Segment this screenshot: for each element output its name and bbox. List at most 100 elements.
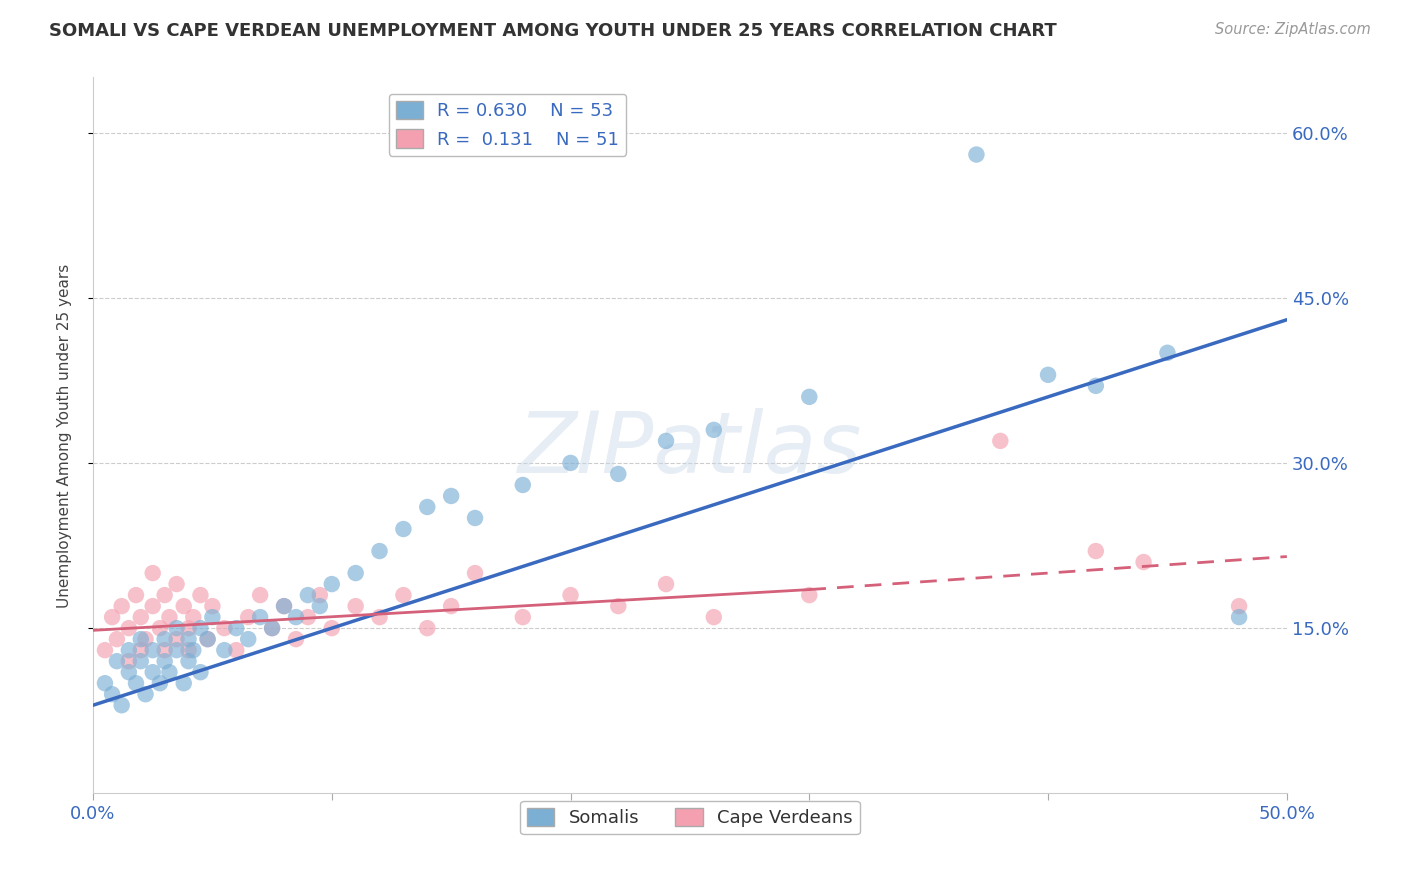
Point (273, 599, 295, 613)
Point (703, 423, 725, 437)
Point (177, 654, 200, 668)
Point (1227, 599, 1250, 613)
Point (1132, 555, 1154, 569)
Point (560, 456, 582, 470)
Point (560, 588, 582, 602)
Point (181, 643, 204, 657)
Point (166, 632, 188, 647)
Point (799, 390, 821, 404)
Point (94, 676, 117, 690)
Point (118, 621, 141, 635)
Point (105, 632, 128, 647)
Point (655, 434, 678, 448)
Point (125, 676, 148, 690)
Point (321, 577, 343, 591)
Point (157, 610, 180, 624)
Point (201, 610, 224, 624)
Point (166, 577, 188, 591)
Point (308, 599, 330, 613)
Text: Source: ZipAtlas.com: Source: ZipAtlas.com (1215, 22, 1371, 37)
Point (344, 566, 367, 580)
Point (149, 676, 172, 690)
Point (308, 588, 330, 602)
Point (297, 610, 319, 624)
Y-axis label: Unemployment Among Youth under 25 years: Unemployment Among Youth under 25 years (58, 263, 72, 607)
Point (1084, 379, 1107, 393)
Point (118, 643, 141, 657)
Point (392, 522, 415, 536)
Point (703, 610, 725, 624)
Point (173, 676, 195, 690)
Point (166, 621, 188, 635)
Point (125, 588, 148, 602)
Point (344, 599, 367, 613)
Point (655, 577, 678, 591)
Point (238, 632, 260, 647)
Point (177, 621, 200, 635)
Point (440, 599, 463, 613)
Point (129, 632, 152, 647)
Point (262, 621, 284, 635)
Point (135, 632, 157, 647)
Point (512, 478, 534, 492)
Point (177, 643, 200, 657)
Point (142, 566, 165, 580)
Point (190, 588, 212, 602)
Point (181, 610, 204, 624)
Point (153, 654, 176, 668)
Point (105, 654, 128, 668)
Point (214, 621, 236, 635)
Point (111, 698, 134, 713)
Point (129, 643, 152, 657)
Point (464, 511, 486, 525)
Point (607, 599, 630, 613)
Point (153, 643, 176, 657)
Point (416, 621, 439, 635)
Point (94, 643, 117, 657)
Point (129, 654, 152, 668)
Point (249, 588, 271, 602)
Point (368, 544, 391, 558)
Point (238, 610, 260, 624)
Point (153, 632, 176, 647)
Point (197, 632, 219, 647)
Point (249, 610, 271, 624)
Point (111, 599, 134, 613)
Point (177, 632, 200, 647)
Point (284, 610, 307, 624)
Point (101, 687, 124, 701)
Point (201, 599, 224, 613)
Point (416, 500, 439, 514)
Point (273, 599, 295, 613)
Point (512, 610, 534, 624)
Point (101, 610, 124, 624)
Point (214, 643, 236, 657)
Point (173, 599, 195, 613)
Point (262, 621, 284, 635)
Point (965, 147, 987, 161)
Point (1084, 544, 1107, 558)
Point (142, 665, 165, 680)
Point (321, 621, 343, 635)
Point (284, 632, 307, 647)
Point (142, 599, 165, 613)
Point (225, 621, 247, 635)
Point (297, 588, 319, 602)
Point (1227, 610, 1250, 624)
Point (607, 467, 630, 481)
Point (368, 610, 391, 624)
Point (1156, 346, 1178, 360)
Point (225, 643, 247, 657)
Point (118, 665, 141, 680)
Point (129, 610, 152, 624)
Legend: Somalis, Cape Verdeans: Somalis, Cape Verdeans (520, 801, 860, 834)
Point (190, 665, 212, 680)
Point (392, 588, 415, 602)
Point (464, 566, 486, 580)
Point (166, 643, 188, 657)
Point (157, 665, 180, 680)
Point (118, 654, 141, 668)
Point (988, 434, 1011, 448)
Point (1036, 368, 1059, 382)
Text: ZIPatlas: ZIPatlas (517, 409, 862, 491)
